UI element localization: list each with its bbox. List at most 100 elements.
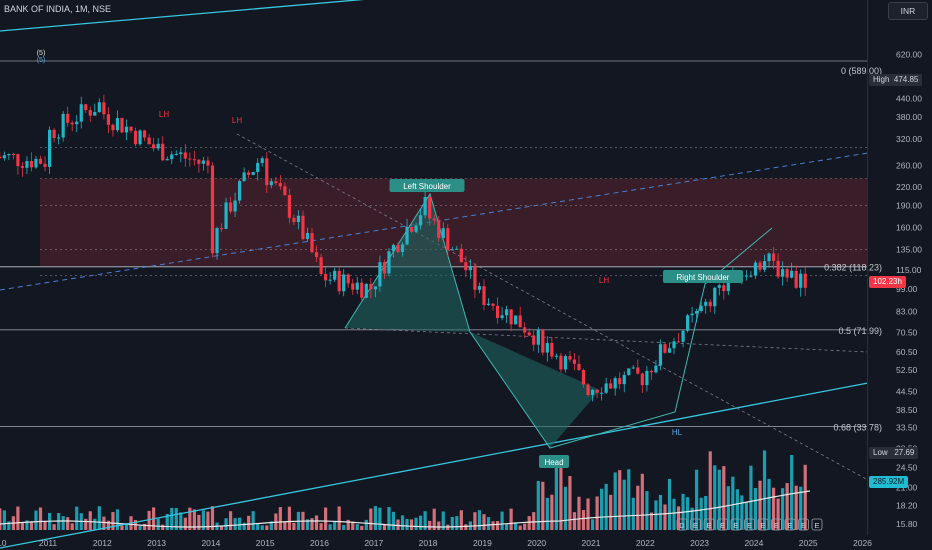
volume-bar <box>342 524 346 530</box>
candle-body <box>622 374 626 385</box>
volume-bar <box>609 494 613 530</box>
volume-bar <box>500 511 504 530</box>
volume-bar <box>192 509 196 530</box>
volume-bar <box>292 522 296 530</box>
price-scale-divider <box>867 0 868 535</box>
volume-bar <box>319 523 323 530</box>
volume-bar <box>337 506 341 530</box>
volume-bar <box>84 518 88 530</box>
volume-bar <box>708 451 712 530</box>
candle-body <box>713 287 717 307</box>
candle-body <box>699 305 703 312</box>
event-marker-label: E <box>760 521 765 530</box>
candle-body <box>11 154 15 156</box>
x-axis-tick-label: 2017 <box>364 538 383 548</box>
event-marker-label: E <box>706 521 711 530</box>
volume-bar <box>667 478 672 530</box>
x-axis-tick-label: 2012 <box>93 538 112 548</box>
volume-bar <box>799 486 803 530</box>
candle-body <box>161 143 165 161</box>
candle-body <box>138 130 142 145</box>
y-axis-tick-label: 220.00 <box>896 182 922 192</box>
candle-body <box>333 270 337 280</box>
candle-body <box>142 130 147 138</box>
candle-body <box>432 218 436 221</box>
candle-body <box>351 283 355 290</box>
candle-body <box>776 260 780 277</box>
volume-bar <box>654 500 658 530</box>
candle-body <box>79 104 83 122</box>
x-axis-tick-label: 2020 <box>527 538 546 548</box>
pattern-outline <box>344 192 773 449</box>
volume-bar <box>43 521 47 530</box>
candle-body <box>636 367 640 374</box>
volume-bar <box>382 524 387 530</box>
volume-bar <box>346 519 350 530</box>
x-axis-tick-label: 10 <box>0 538 7 548</box>
volume-bar <box>640 473 644 530</box>
candle-body <box>473 266 477 290</box>
candle-body <box>319 257 323 275</box>
candle-body <box>70 122 74 125</box>
volume-bar <box>595 496 599 530</box>
candle-body <box>423 197 427 216</box>
event-marker-label: E <box>787 521 792 530</box>
volume-bar <box>762 450 767 530</box>
candle-body <box>455 248 459 250</box>
candle-body <box>292 217 296 223</box>
x-axis-tick-label: 2011 <box>39 538 58 548</box>
candle-body <box>337 270 341 292</box>
candle-body <box>794 270 798 288</box>
candle-body <box>505 309 509 316</box>
candle-body <box>314 252 319 258</box>
event-marker-label: E <box>801 521 806 530</box>
candle-body <box>486 303 491 306</box>
volume-bar <box>2 510 6 530</box>
x-axis-tick-label: 2019 <box>473 538 492 548</box>
candle-body <box>618 378 622 385</box>
event-marker-label: E <box>720 521 725 530</box>
volume-bar <box>314 515 319 530</box>
volume-bar <box>400 515 405 530</box>
candle-body <box>518 315 522 328</box>
candle-body <box>762 261 767 270</box>
volume-bar <box>785 483 789 530</box>
candle-body <box>527 332 531 336</box>
volume-bar <box>419 515 423 530</box>
y-axis-tick-label: 320.00 <box>896 134 922 144</box>
candle-body <box>477 286 482 290</box>
candle-body <box>767 253 771 262</box>
volume-bar <box>124 523 129 530</box>
volume-bar <box>310 518 314 530</box>
volume-bar <box>695 469 699 530</box>
volume-bar <box>455 516 459 530</box>
y-axis-tick-label: 135.00 <box>896 244 922 254</box>
candle-body <box>536 329 540 345</box>
volume-bar <box>459 510 463 530</box>
event-marker-label: E <box>774 521 779 530</box>
volume-bar <box>233 518 237 530</box>
candle-body <box>419 215 423 226</box>
y-axis-tick-label: 24.50 <box>896 463 918 473</box>
event-marker-box <box>690 518 701 531</box>
candle-body <box>482 286 486 306</box>
candle-body <box>600 392 604 394</box>
candle-body <box>681 330 685 342</box>
candle-body <box>179 152 183 154</box>
x-axis-tick-label: 2023 <box>690 538 709 548</box>
volume-bar <box>618 470 622 530</box>
currency-selector[interactable]: INR <box>888 2 928 20</box>
candle-body <box>495 305 500 319</box>
volume-tag: 285.92M <box>869 476 909 488</box>
candle-body <box>305 233 310 240</box>
volume-bar <box>491 521 495 530</box>
candle-body <box>43 163 47 167</box>
candle-body <box>749 275 753 277</box>
low-price-tag: Low 27.69 <box>869 447 919 459</box>
volume-bar <box>364 519 368 530</box>
volume-bar <box>749 465 753 530</box>
volume-bar <box>731 476 735 530</box>
last-price-tag: 102.23h <box>869 276 906 288</box>
event-marker-box <box>730 518 742 531</box>
